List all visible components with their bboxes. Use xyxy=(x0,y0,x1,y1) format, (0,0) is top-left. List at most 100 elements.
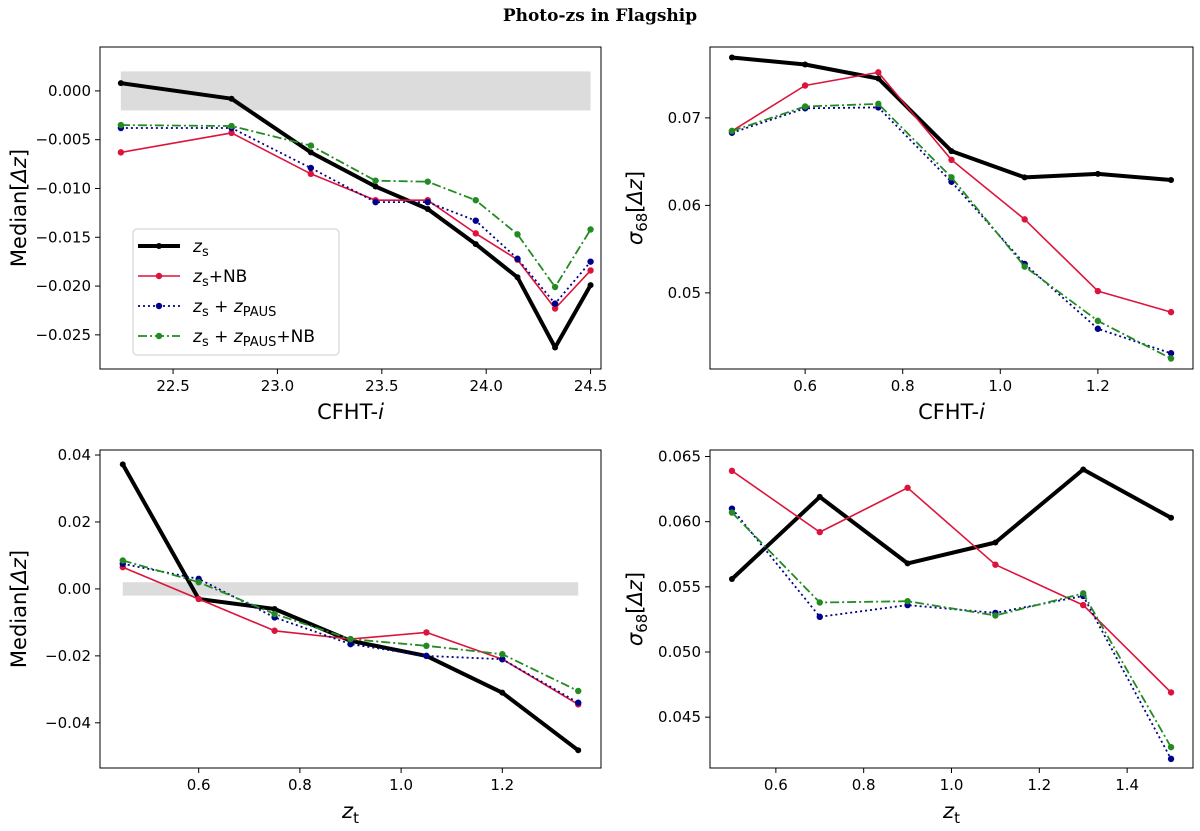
x-tick-label: 0.8 xyxy=(288,776,312,794)
zs-nb-point xyxy=(1167,689,1175,696)
legend-box xyxy=(132,228,340,356)
series-line-zs-zpaus xyxy=(731,508,1172,760)
legend-label: zs + zPAUS xyxy=(192,297,276,320)
zs-zpaus-nb-point xyxy=(551,283,559,291)
zs-point xyxy=(948,148,955,155)
zs-zpaus-point xyxy=(551,300,559,307)
legend-label: zs+NB xyxy=(192,267,247,290)
y-axis-label: Median[Δz] xyxy=(7,149,31,267)
zs-point xyxy=(728,576,735,583)
zs-zpaus-point xyxy=(1094,325,1102,332)
zs-point xyxy=(372,183,379,190)
x-axis-label: zt xyxy=(942,799,960,827)
x-tick-label: 24.5 xyxy=(574,377,607,395)
zs-nb-point xyxy=(587,267,594,274)
zs-point xyxy=(904,560,911,567)
zs-zpaus-nb-point xyxy=(307,142,315,149)
zs-zpaus-nb-point xyxy=(1094,317,1102,325)
zs-point xyxy=(424,205,431,212)
zs-zpaus-nb-point xyxy=(228,122,235,130)
x-tick-label: 22.5 xyxy=(156,377,189,395)
zs-zpaus-nb-point xyxy=(117,121,125,129)
series-line-zs-zpaus-nb xyxy=(122,559,579,692)
y-tick-label: −0.025 xyxy=(35,326,91,344)
target-band xyxy=(120,71,591,111)
zs-zpaus-point xyxy=(1167,350,1175,357)
zs-point xyxy=(802,61,809,68)
x-axis-label: CFHT-i xyxy=(317,400,384,424)
y-tick-label: −0.010 xyxy=(35,179,91,197)
y-tick-label: 0.07 xyxy=(668,109,701,127)
zs-point xyxy=(875,75,882,82)
x-tick-label: 1.2 xyxy=(490,776,514,794)
zs-nb-point xyxy=(228,129,235,137)
zs-zpaus-point xyxy=(472,217,479,224)
y-tick-label: 0.055 xyxy=(658,578,701,596)
y-axis-label: Median[Δz] xyxy=(7,550,31,668)
zs-zpaus-nb-point xyxy=(992,612,999,619)
x-tick-label: 0.6 xyxy=(793,377,817,395)
y-tick-label: 0.065 xyxy=(658,448,701,466)
zs-point xyxy=(472,241,479,248)
y-tick-label: 0.060 xyxy=(658,513,701,531)
zs-zpaus-nb-point xyxy=(1021,263,1028,270)
zs-zpaus-point xyxy=(347,640,354,648)
zs-point xyxy=(1168,514,1175,521)
zs-zpaus-nb-point xyxy=(499,650,506,658)
y-tick-label: 0.02 xyxy=(58,513,91,531)
zs-zpaus-point xyxy=(499,656,506,663)
zs-nb-point xyxy=(904,484,911,491)
x-tick-label: 0.6 xyxy=(764,776,788,794)
series-line-zs-zpaus xyxy=(120,127,592,305)
zs-zpaus-nb-point xyxy=(575,687,582,695)
y-tick-label: 0.06 xyxy=(668,196,701,214)
y-tick-label: 0.00 xyxy=(58,580,91,598)
target-band xyxy=(122,582,579,596)
x-tick-label: 1.4 xyxy=(1115,776,1139,794)
axes-frame xyxy=(709,46,1194,370)
panel-bottom-right: 0.6 0.8 1.0 1.2 1.4 0.065 0.060 0.055 0.050 0.045… xyxy=(623,448,1194,827)
zs-nb-point xyxy=(472,230,479,237)
zs-zpaus-nb-point xyxy=(372,177,379,184)
zs-zpaus-point xyxy=(816,613,823,621)
zs-nb-point xyxy=(271,627,278,634)
zs-nb-point xyxy=(728,467,736,475)
zs-nb-point xyxy=(1021,216,1028,223)
series-line-zs-zpaus xyxy=(731,106,1172,355)
zs-zpaus-point xyxy=(372,198,379,206)
legend-label: zs xyxy=(192,237,209,260)
zs-zpaus-nb-point xyxy=(424,178,431,185)
y-axis-label: σ68[Δz] xyxy=(623,171,651,245)
y-axis-label: σ68[Δz] xyxy=(623,572,651,646)
series-line-zs-zpaus-nb xyxy=(731,103,1172,360)
zs-point xyxy=(816,493,823,500)
y-tick-label: 0.045 xyxy=(658,708,701,726)
x-tick-label: 1.0 xyxy=(940,776,964,794)
zs-nb-point xyxy=(1167,308,1175,316)
y-tick-label: −0.020 xyxy=(35,277,91,295)
zs-zpaus-nb-point xyxy=(1167,355,1175,362)
zs-nb-point xyxy=(117,149,125,156)
zs-zpaus-nb-point xyxy=(875,100,882,108)
x-tick-label: 1.2 xyxy=(1027,776,1051,794)
zs-zpaus-nb-point xyxy=(423,642,430,650)
x-tick-label: 0.8 xyxy=(891,377,915,395)
y-tick-label: −0.005 xyxy=(35,131,91,149)
zs-point xyxy=(499,689,506,696)
x-tick-label: 23.0 xyxy=(261,377,294,395)
zs-point xyxy=(1021,174,1028,181)
zs-zpaus-nb-point xyxy=(587,226,594,233)
x-tick-label: 0.8 xyxy=(852,776,876,794)
y-tick-label: −0.02 xyxy=(45,647,91,665)
zs-point xyxy=(587,282,594,289)
zs-zpaus-nb-point xyxy=(728,509,736,516)
zs-point xyxy=(514,274,521,281)
zs-point xyxy=(1094,170,1101,177)
legend-label: zs + zPAUS+NB xyxy=(192,327,315,350)
series-line-zs-zpaus-nb xyxy=(731,511,1172,748)
zs-point xyxy=(117,80,124,87)
zs-zpaus-nb-point xyxy=(1080,590,1087,597)
zs-zpaus-nb-point xyxy=(472,196,479,204)
zs-nb-point xyxy=(423,629,430,636)
